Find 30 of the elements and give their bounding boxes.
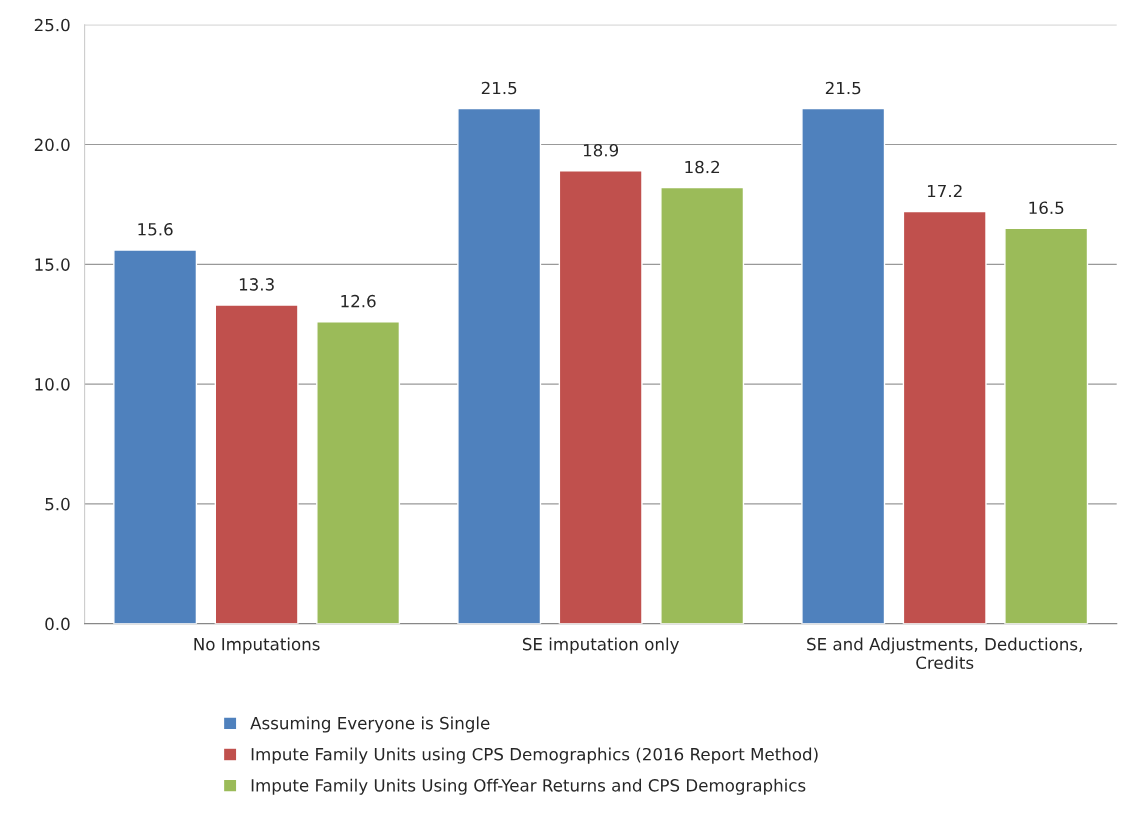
bar (1004, 227, 1089, 624)
data-label: 16.5 (1029, 201, 1064, 215)
data-label: 15.6 (138, 223, 173, 236)
x-tick-label: No Imputations (194, 637, 320, 654)
y-tick-label: 10.0 (35, 378, 70, 391)
data-label: 12.6 (341, 294, 376, 308)
bar (801, 107, 886, 624)
legend-label: Assuming Everyone is Single (250, 716, 490, 733)
y-tick-label: 25.0 (34, 18, 70, 32)
bar (113, 249, 198, 624)
data-label: 18.9 (583, 143, 619, 157)
y-tick-label: 15.0 (35, 258, 70, 271)
data-label: 17.2 (927, 184, 962, 198)
bar (316, 321, 401, 624)
legend-label: Impute Family Units using CPS Demographics (2016 Report Method) (251, 747, 818, 764)
y-tick-label: 20.0 (34, 138, 70, 152)
bar (660, 186, 745, 624)
data-label: 21.5 (481, 81, 517, 95)
data-label: 21.5 (825, 81, 861, 95)
x-tick-label: SE imputation only (522, 637, 679, 654)
x-tick-label: SE and Adjustments, Deductions, Credits (807, 637, 1082, 670)
bar (902, 210, 987, 624)
y-tick-label: 5.0 (45, 497, 70, 511)
bar (214, 304, 299, 624)
bar (558, 170, 643, 624)
legend-label: Impute Family Units Using Off-Year Returns and CPS Demographics (251, 778, 806, 795)
data-label: 13.3 (239, 278, 274, 291)
bar (457, 107, 542, 624)
data-label: 18.2 (685, 160, 720, 174)
y-tick-label: 0.0 (45, 617, 70, 631)
